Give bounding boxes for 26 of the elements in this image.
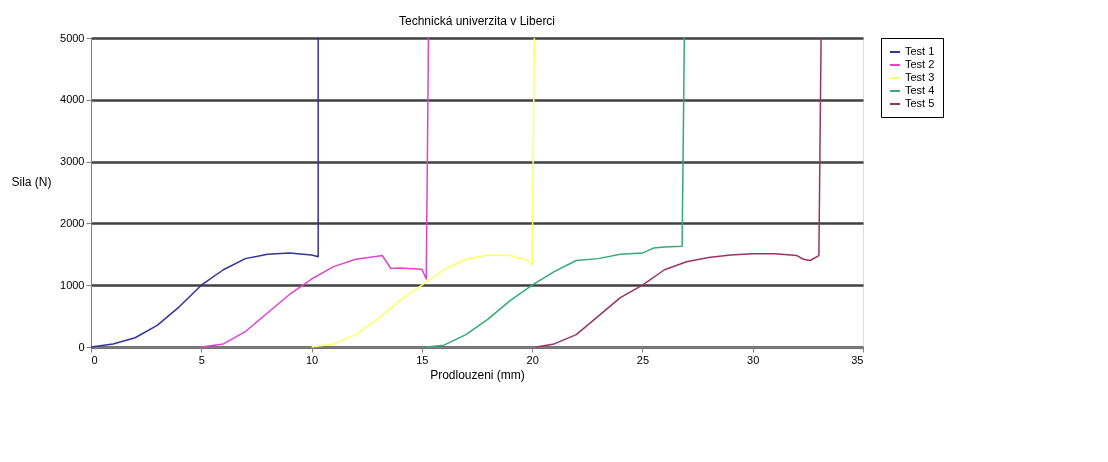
y-tick-label: 0 bbox=[78, 340, 85, 353]
legend-label: Test 5 bbox=[905, 97, 935, 109]
y-tick-label: 1000 bbox=[60, 278, 85, 291]
x-tick-label: 30 bbox=[747, 353, 760, 366]
line-series bbox=[310, 37, 536, 348]
legend-label: Test 1 bbox=[905, 45, 935, 57]
legend-label: Test 2 bbox=[905, 58, 935, 70]
line-series bbox=[200, 37, 430, 348]
x-tick-label: 15 bbox=[416, 353, 429, 366]
legend-label: Test 3 bbox=[905, 71, 935, 83]
y-tick-label: 4000 bbox=[60, 93, 85, 106]
y-tick-label: 2000 bbox=[60, 216, 85, 229]
y-tick-label: 5000 bbox=[60, 31, 85, 44]
x-tick-label: 20 bbox=[526, 353, 539, 366]
y-axis-title: Sila (N) bbox=[11, 174, 52, 189]
chart-title: Technická univerzita v Liberci bbox=[398, 14, 556, 28]
x-axis-title: Prodlouzeni (mm) bbox=[430, 367, 525, 382]
x-tick-label: 0 bbox=[91, 353, 98, 366]
line-series bbox=[425, 37, 686, 348]
x-tick-label: 5 bbox=[198, 353, 205, 366]
x-tick-label: 25 bbox=[636, 353, 650, 366]
y-tick-label: 3000 bbox=[60, 155, 85, 168]
x-tick-label: 35 bbox=[851, 353, 864, 366]
legend-label: Test 4 bbox=[905, 84, 935, 96]
x-tick-label: 10 bbox=[305, 353, 319, 366]
line-series bbox=[535, 37, 822, 348]
